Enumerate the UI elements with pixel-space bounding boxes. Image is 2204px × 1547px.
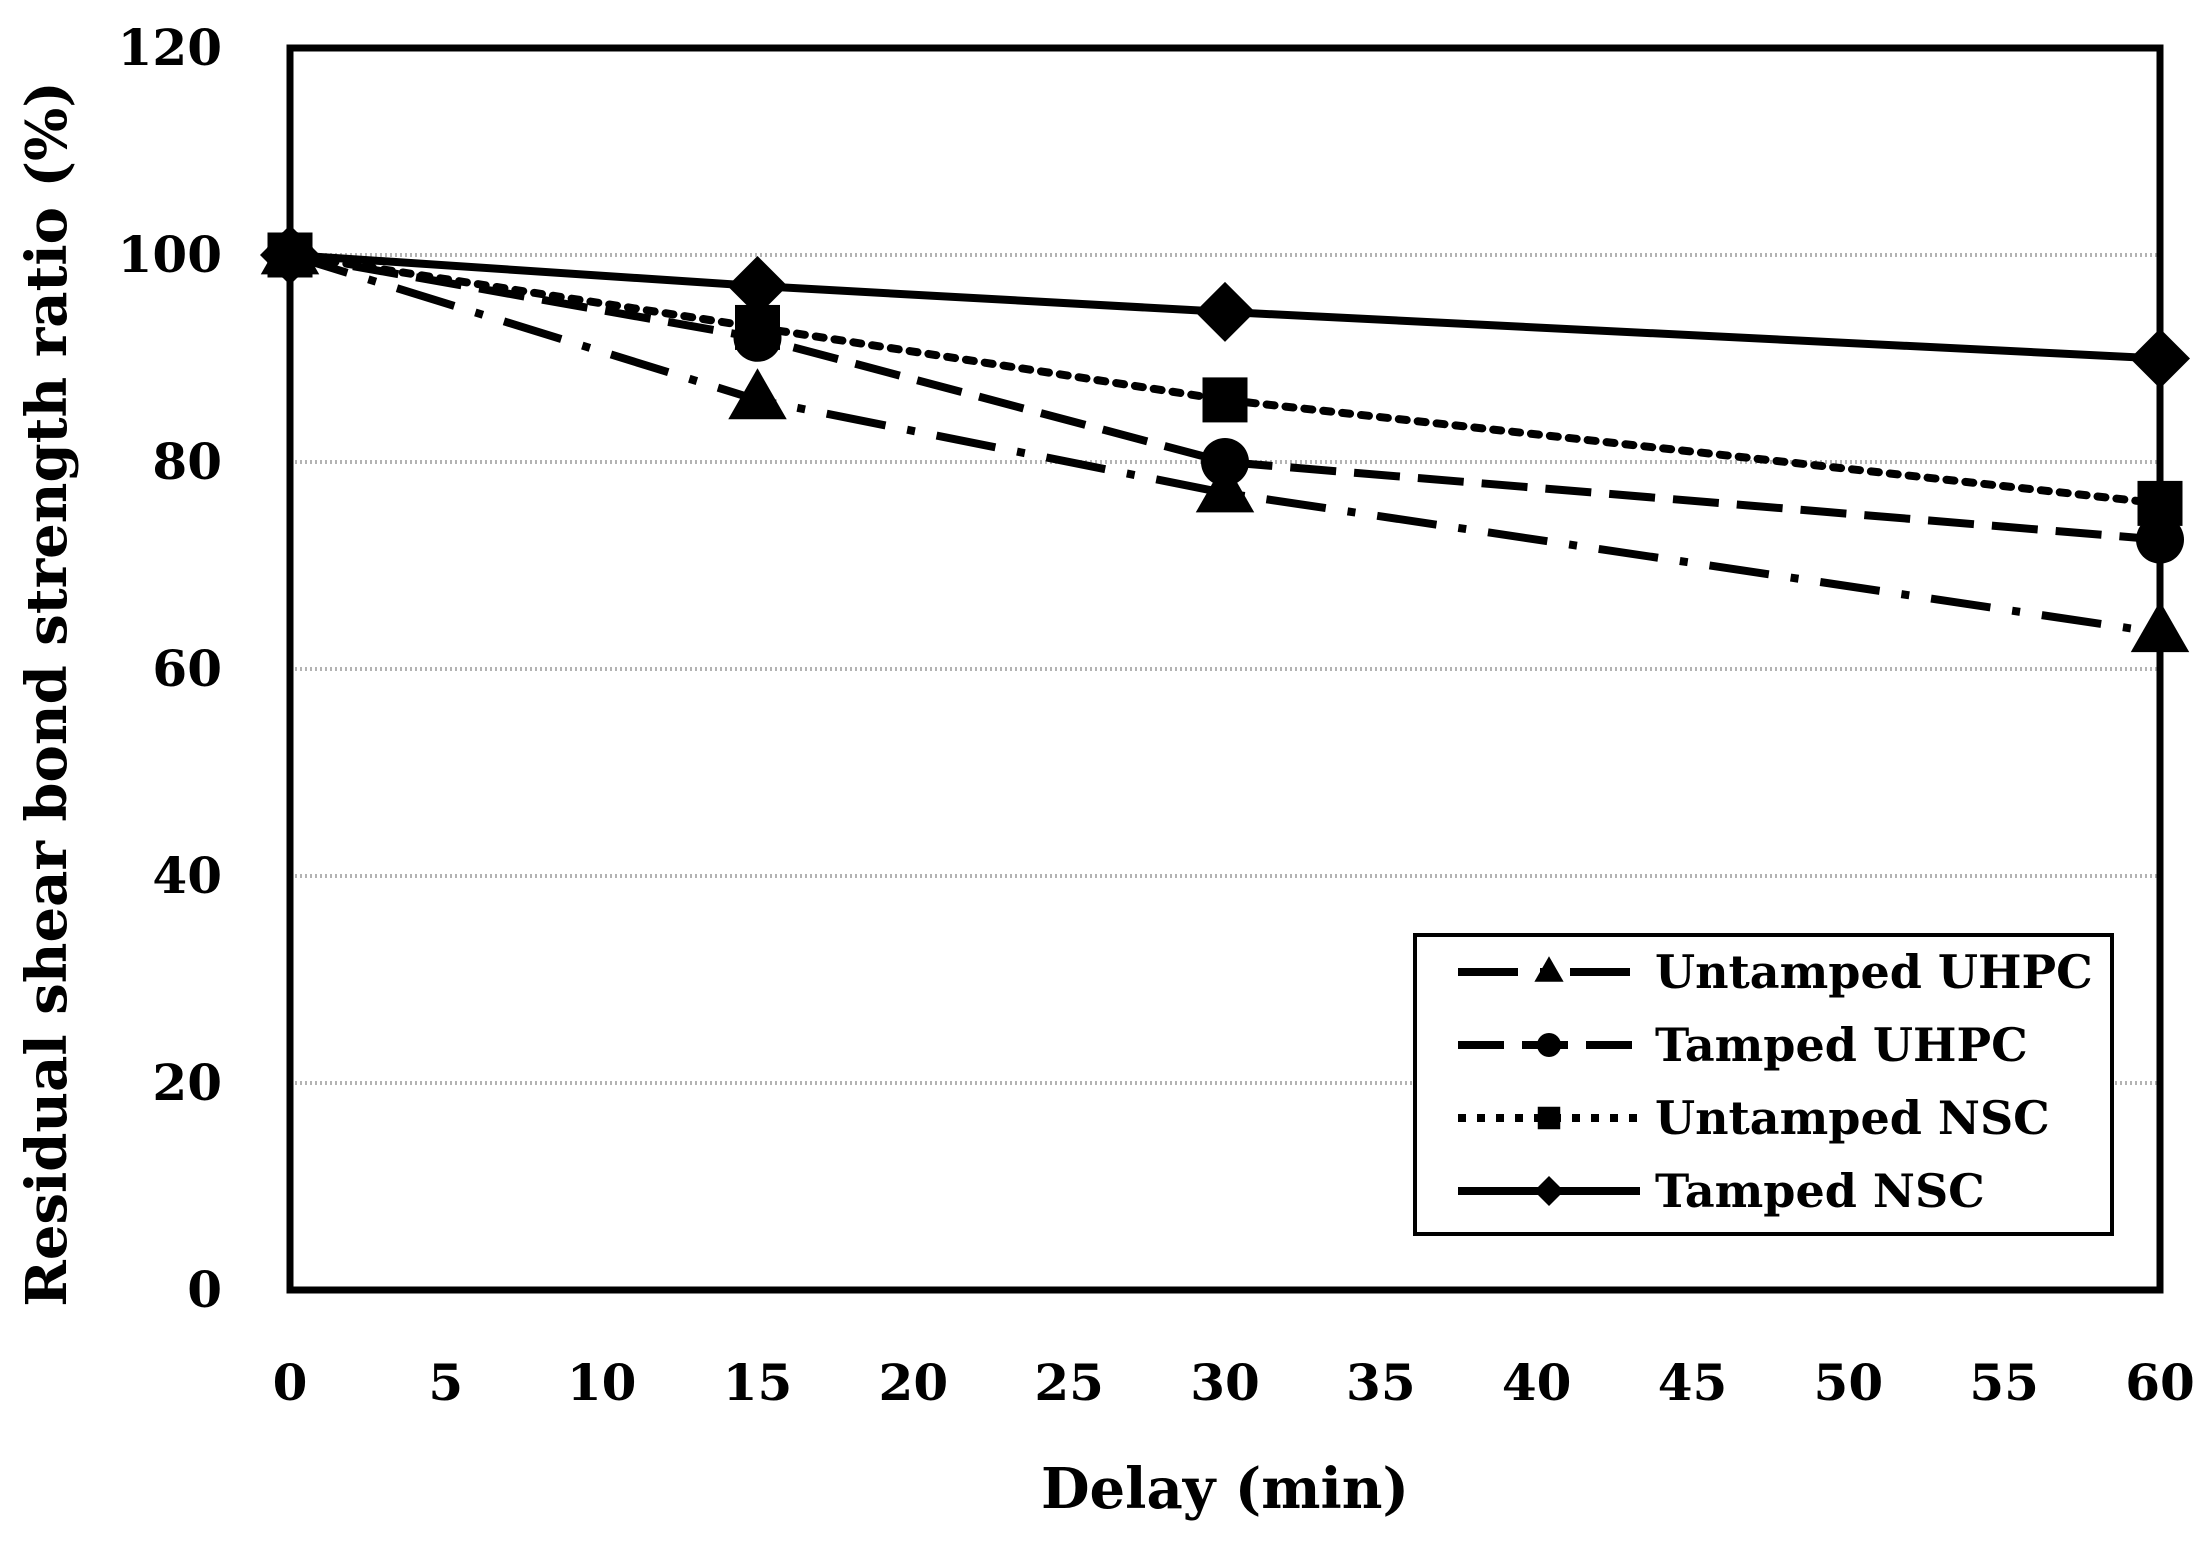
data-point-tamped-uhpc-30 <box>1201 438 1249 486</box>
legend-marker-untamped-nsc <box>1537 1106 1561 1130</box>
legend-marker-untamped-uhpc <box>1534 956 1564 982</box>
y-axis-title: Residual shear bond strength ratio (%) <box>14 81 80 1306</box>
legend-label-untamped-nsc: Untamped NSC <box>1655 1091 2050 1145</box>
legend-label-tamped-uhpc: Tamped UHPC <box>1655 1018 2028 1072</box>
y-tick-label-100: 100 <box>118 225 222 284</box>
data-point-tamped-nsc-30 <box>1195 281 1255 342</box>
legend-marker-tamped-uhpc <box>1537 1033 1561 1057</box>
plot-frame <box>286 44 2164 1294</box>
series-line-tamped-nsc <box>289 251 2161 363</box>
legend-box <box>1413 933 2114 1236</box>
data-point-tamped-nsc-15 <box>727 256 788 317</box>
x-tick-label-25: 25 <box>1034 1353 1104 1412</box>
series-line-untamped-nsc <box>286 251 2164 508</box>
legend-label-untamped-uhpc: Untamped UHPC <box>1655 945 2093 999</box>
series-line-untamped-uhpc <box>288 251 2161 637</box>
x-tick-label-40: 40 <box>1502 1353 1572 1412</box>
x-tick-label-0: 0 <box>273 1353 308 1412</box>
x-tick-label-20: 20 <box>879 1353 949 1412</box>
y-tick-label-0: 0 <box>187 1260 222 1319</box>
x-tick-label-30: 30 <box>1190 1353 1260 1412</box>
legend-label-tamped-nsc: Tamped NSC <box>1655 1164 1985 1218</box>
data-point-untamped-uhpc-15 <box>728 368 787 420</box>
legend: Untamped UHPC Tamped UHPC Untamped NSC Tamp… <box>1413 933 2114 1236</box>
x-tick-label-60: 60 <box>2125 1353 2195 1412</box>
y-tick-label-20: 20 <box>152 1053 222 1112</box>
x-tick-label-5: 5 <box>428 1353 463 1412</box>
y-tick-label-80: 80 <box>152 432 222 491</box>
y-tick-label-60: 60 <box>152 639 222 698</box>
x-tick-label-35: 35 <box>1346 1353 1416 1412</box>
x-axis-title: Delay (min) <box>1041 1456 1409 1522</box>
y-tick-labels: 0 20 40 60 80 100 120 <box>118 18 222 1319</box>
y-tick-label-120: 120 <box>118 18 222 77</box>
x-tick-labels: 0 5 10 15 20 25 30 35 40 45 50 55 60 <box>273 1353 2195 1412</box>
data-point-untamped-nsc-30 <box>1202 377 1248 423</box>
x-tick-label-45: 45 <box>1658 1353 1728 1412</box>
series-lines <box>286 251 2164 637</box>
x-tick-label-50: 50 <box>1814 1353 1884 1412</box>
x-tick-label-55: 55 <box>1969 1353 2039 1412</box>
x-tick-label-10: 10 <box>567 1353 637 1412</box>
series-line-tamped-uhpc <box>289 251 2161 544</box>
data-point-untamped-uhpc-30 <box>1195 461 1255 513</box>
y-tick-label-40: 40 <box>152 846 222 905</box>
legend-marker-tamped-nsc <box>1534 1176 1564 1206</box>
x-tick-label-15: 15 <box>723 1353 793 1412</box>
